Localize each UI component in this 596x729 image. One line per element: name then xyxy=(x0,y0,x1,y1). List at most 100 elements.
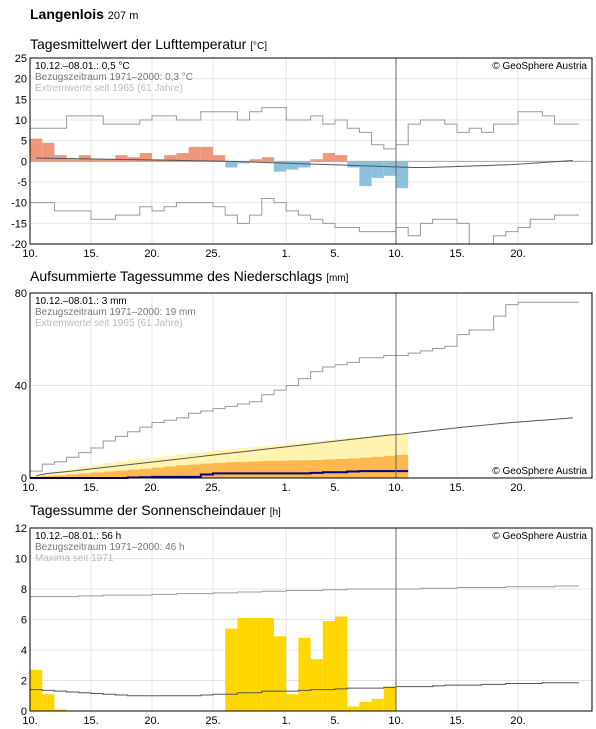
sunshine-legend-line: 10.12.–08.01.: 56 h xyxy=(35,531,121,542)
temperature-observed-bar xyxy=(274,161,287,172)
sunshine-x-tick-label: 25. xyxy=(205,715,220,727)
sunshine-observed-bar xyxy=(335,616,348,711)
sunshine-observed-bar xyxy=(286,694,299,711)
precipitation-unit: [mm] xyxy=(326,273,349,284)
precipitation-x-tick-label: 20. xyxy=(510,482,525,494)
sunshine-observed-bar xyxy=(322,621,335,711)
sunshine-y-tick-label: 12 xyxy=(15,523,27,535)
precipitation-frame xyxy=(29,292,593,479)
temperature-observed-bar xyxy=(286,161,299,170)
precipitation-y-tick-label: 40 xyxy=(15,381,27,393)
precipitation-x-tick-label: 20. xyxy=(144,482,159,494)
temperature-y-tick-label: 0 xyxy=(21,156,27,168)
temperature-observed-bar xyxy=(249,159,262,162)
temperature-x-tick-label: 10. xyxy=(22,248,37,260)
temperature-observed-bar xyxy=(383,161,396,176)
temperature-observed-bar xyxy=(371,161,384,178)
temperature-x-tick-label: 20. xyxy=(510,248,525,260)
temperature-observed-bar xyxy=(176,153,189,162)
sunshine-frame xyxy=(29,527,593,712)
temperature-observed-bar xyxy=(188,146,201,162)
station-name: Langenlois xyxy=(30,6,104,22)
sunshine-observed-bar xyxy=(383,686,396,711)
sunshine-x-tick-label: 10. xyxy=(388,715,403,727)
sunshine-x-tick-label: 20. xyxy=(510,715,525,727)
temperature-y-tick-label: 10 xyxy=(15,115,27,127)
sunshine-y-tick-label: 2 xyxy=(21,676,27,688)
precipitation-legend-line: 10.12.–08.01.: 3 mm xyxy=(35,296,127,307)
temperature-observed-bar xyxy=(66,159,79,162)
temperature-observed-bar xyxy=(396,161,409,189)
temperature-panel-title: Tagesmittelwert der Lufttemperatur [°C] xyxy=(30,36,267,52)
sunshine-y-tick-label: 0 xyxy=(21,706,27,718)
temperature-observed-bar xyxy=(213,155,226,162)
precipitation-reference-line xyxy=(36,417,573,477)
sunshine-observed-bar xyxy=(298,637,311,711)
sunshine-copyright: © GeoSphere Austria xyxy=(492,531,587,542)
temperature-x-tick-label: 15. xyxy=(449,248,464,260)
precipitation-x-tick-label: 25. xyxy=(205,482,220,494)
temperature-observed-bar xyxy=(42,142,55,162)
temperature-y-tick-label: -5 xyxy=(17,177,27,189)
sunshine-x-tick-label: 15. xyxy=(83,715,98,727)
precipitation-y-tick-label: 80 xyxy=(15,288,27,300)
temperature-y-tick-label: -15 xyxy=(11,218,27,230)
precipitation-copyright: © GeoSphere Austria xyxy=(492,466,587,477)
temperature-observed-bar xyxy=(200,146,213,162)
precipitation-legend-line: Bezugszeitraum 1971–2000: 19 mm xyxy=(35,307,196,318)
temperature-observed-bar xyxy=(91,159,104,162)
temperature-y-tick-label: 15 xyxy=(15,94,27,106)
temperature-y-tick-label: -20 xyxy=(11,239,27,251)
temperature-frame xyxy=(29,57,593,245)
temperature-title-text: Tagesmittelwert der Lufttemperatur xyxy=(30,36,247,52)
precipitation-legend-line: Extremwerte seit 1965 (61 Jahre) xyxy=(35,318,183,329)
temperature-legend-line: 10.12.–08.01.: 0,5 °C xyxy=(35,61,130,72)
sunshine-x-tick-label: 1. xyxy=(282,715,291,727)
temperature-observed-bar xyxy=(335,155,348,162)
station-altitude: 207 m xyxy=(107,10,139,22)
sunshine-observed-bar xyxy=(261,617,274,711)
temperature-y-tick-label: 5 xyxy=(21,136,27,148)
temperature-extreme-min-line xyxy=(30,198,579,245)
temperature-observed-bar xyxy=(347,161,360,168)
precipitation-panel-title: Aufsummierte Tagessumme des Niederschlag… xyxy=(30,268,348,284)
sunshine-y-tick-label: 4 xyxy=(21,645,27,657)
temperature-x-tick-label: 5. xyxy=(330,248,339,260)
sunshine-y-tick-label: 6 xyxy=(21,615,27,627)
sunshine-x-tick-label: 10. xyxy=(22,715,37,727)
temperature-x-tick-label: 25. xyxy=(205,248,220,260)
precipitation-x-tick-label: 5. xyxy=(330,482,339,494)
sunshine-observed-bar xyxy=(347,706,360,711)
temperature-observed-bar xyxy=(359,161,372,187)
temperature-observed-bar xyxy=(237,161,250,164)
sunshine-x-tick-label: 15. xyxy=(449,715,464,727)
sunshine-y-tick-label: 8 xyxy=(21,584,27,596)
sunshine-observed-bar xyxy=(310,659,323,711)
precipitation-x-tick-label: 1. xyxy=(282,482,291,494)
temperature-observed-bar xyxy=(164,155,177,162)
precipitation-x-tick-label: 10. xyxy=(22,482,37,494)
sunshine-legend-line: Bezugszeitraum 1971–2000: 46 h xyxy=(35,542,185,553)
temperature-observed-bar xyxy=(225,161,238,168)
temperature-x-tick-label: 1. xyxy=(282,248,291,260)
sunshine-observed-bar xyxy=(359,701,372,711)
sunshine-y-tick-label: 10 xyxy=(15,554,27,566)
precipitation-x-tick-label: 15. xyxy=(449,482,464,494)
temperature-legend-line: Extremwerte seit 1965 (61 Jahre) xyxy=(35,83,183,94)
temperature-y-tick-label: 20 xyxy=(15,74,27,86)
temperature-legend-line: Bezugszeitraum 1971–2000: 0,3 °C xyxy=(35,72,193,83)
sunshine-title-text: Tagessumme der Sonnenscheindauer xyxy=(30,502,266,518)
sunshine-observed-bar xyxy=(225,628,238,711)
sunshine-observed-bar xyxy=(274,636,287,711)
sunshine-observed-bar xyxy=(237,617,250,711)
temperature-x-tick-label: 15. xyxy=(83,248,98,260)
sunshine-reference-mean-line xyxy=(30,682,579,697)
sunshine-observed-bar xyxy=(30,669,43,711)
temperature-observed-bar xyxy=(261,157,274,162)
temperature-observed-bar xyxy=(115,155,128,162)
temperature-observed-bar xyxy=(103,159,116,162)
sunshine-unit: [h] xyxy=(269,507,281,518)
temperature-extreme-max-line xyxy=(30,107,579,150)
temperature-y-tick-label: 25 xyxy=(15,53,27,65)
